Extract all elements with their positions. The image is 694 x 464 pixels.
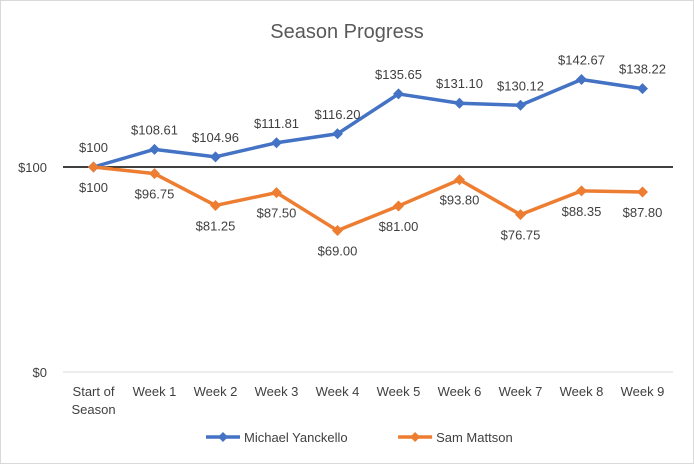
- legend-entry: Michael Yanckello: [244, 430, 348, 445]
- series-line: [93, 77, 643, 169]
- data-label: $111.81: [254, 116, 299, 131]
- data-point: [149, 143, 160, 155]
- data-label: $100: [79, 140, 108, 155]
- series-line: [93, 165, 643, 233]
- x-tick-label: Week 5: [377, 384, 421, 399]
- data-point: [576, 74, 587, 86]
- data-label: $87.80: [623, 205, 663, 220]
- data-label: $130.12: [497, 78, 544, 93]
- legend-entry: Sam Mattson: [436, 430, 513, 445]
- data-label: $76.75: [501, 228, 541, 243]
- data-label: $104.96: [192, 130, 239, 145]
- legend: Michael Yanckello Sam Mattson: [206, 430, 513, 445]
- data-point: [637, 186, 648, 198]
- y-tick-label: $100: [18, 160, 47, 175]
- x-tick-label: Week 7: [499, 384, 543, 399]
- data-labels: $100 $108.61 $104.96 $111.81 $116.20 $135.65 $…: [79, 53, 666, 259]
- x-tick-label: Start of Season: [71, 384, 115, 417]
- data-point: [576, 185, 587, 197]
- x-tick-label: Week 1: [133, 384, 177, 399]
- data-point: [88, 161, 99, 173]
- x-tick-label: Week 8: [560, 384, 604, 399]
- x-tick-label: Week 2: [194, 384, 238, 399]
- legend-swatch-marker: [218, 432, 228, 442]
- data-point: [332, 225, 343, 237]
- data-label: $116.20: [314, 107, 360, 122]
- x-tick-label: Week 6: [438, 384, 482, 399]
- data-label: $81.25: [196, 218, 236, 233]
- data-label: $108.61: [131, 122, 178, 137]
- data-point: [271, 187, 282, 199]
- data-point: [515, 99, 526, 111]
- data-label: $100: [79, 180, 108, 195]
- y-axis-ticks: $0 $100: [18, 160, 47, 380]
- data-point: [637, 83, 648, 95]
- data-label: $131.10: [436, 76, 483, 91]
- data-point: [332, 128, 343, 140]
- series-layer: [88, 74, 648, 237]
- y-tick-label: $0: [33, 365, 47, 380]
- data-label: $96.75: [135, 187, 175, 202]
- data-point: [515, 209, 526, 221]
- data-label: $135.65: [375, 67, 422, 82]
- data-point: [393, 200, 404, 212]
- data-point: [454, 97, 465, 109]
- chart-title: Season Progress: [270, 21, 423, 43]
- data-label: $93.80: [440, 193, 480, 208]
- x-tick-label: Week 9: [621, 384, 665, 399]
- data-label: $87.50: [257, 206, 297, 221]
- x-tick-label: Week 3: [255, 384, 299, 399]
- x-tick-label: Week 4: [316, 384, 360, 399]
- axes: [63, 166, 673, 373]
- data-label: $138.22: [619, 62, 666, 77]
- data-label: $81.00: [379, 219, 419, 234]
- legend-swatch-marker: [410, 432, 421, 442]
- data-point: [454, 174, 465, 186]
- data-point: [149, 168, 160, 180]
- data-label: $88.35: [562, 204, 602, 219]
- data-point: [210, 199, 221, 211]
- data-point: [271, 137, 282, 149]
- data-label: $69.00: [318, 244, 358, 259]
- data-label: $142.67: [558, 53, 605, 68]
- data-point: [210, 151, 221, 163]
- x-axis-ticks: Start of Season Week 1 Week 2 Week 3 Week 4 We…: [71, 384, 664, 417]
- data-point: [393, 88, 404, 100]
